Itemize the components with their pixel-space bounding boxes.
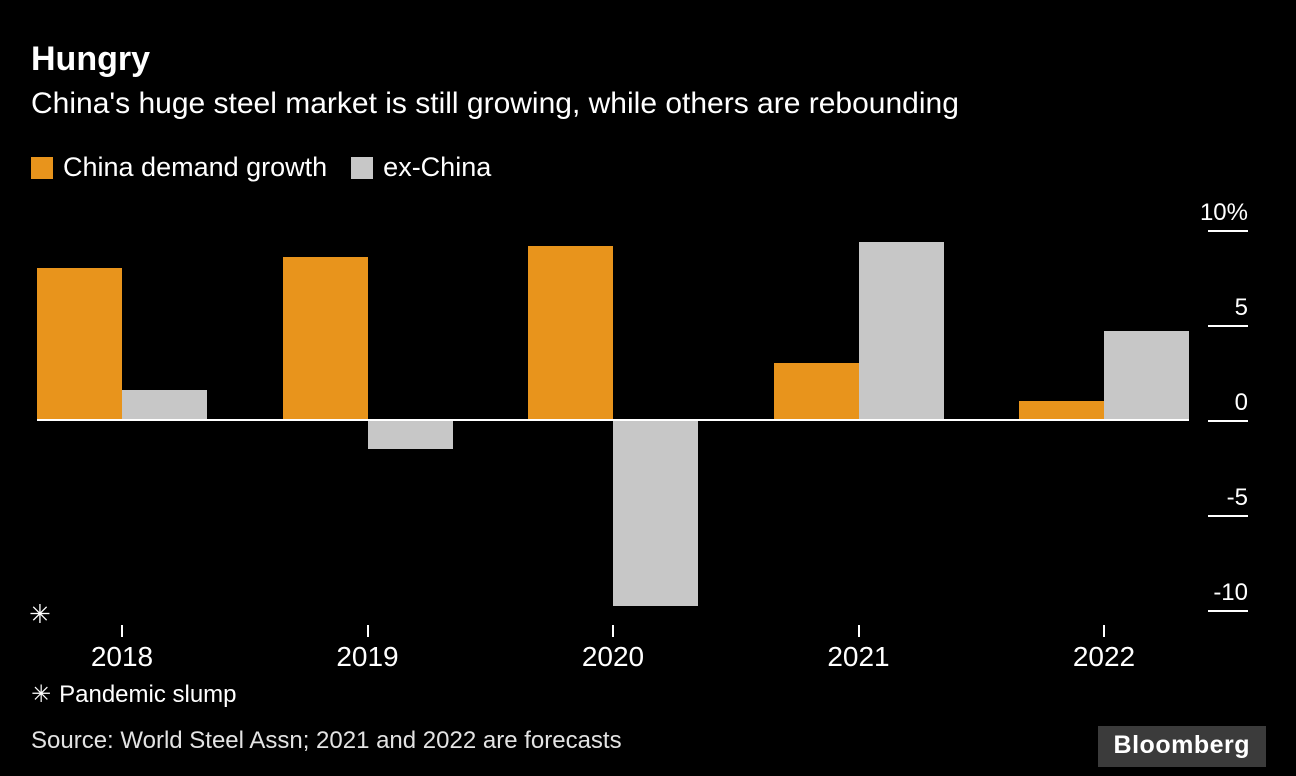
x-tick-mark [366, 625, 369, 637]
x-tick-mark [1103, 625, 1105, 637]
y-tick-line [1208, 230, 1248, 233]
x-tick-mark [857, 625, 860, 637]
bar-ex-china-2020 [613, 420, 698, 607]
plot-area [37, 200, 1189, 625]
x-tick-label: 2018 [90, 641, 154, 672]
y-tick-label: 5 [1234, 294, 1248, 322]
chart-subtitle: China's huge steel market is still growi… [31, 87, 959, 120]
bar-ex-china-2021 [858, 241, 944, 421]
y-tick-label: -5 [1226, 483, 1248, 511]
x-tick-mark [612, 625, 614, 637]
legend: China demand growth ex-China [31, 152, 491, 183]
bar-group-2020 [528, 200, 698, 625]
x-tick-label: 2022 [1072, 641, 1136, 672]
x-tick-label: 2021 [827, 641, 890, 672]
x-axis-category-2021: 2021 [774, 625, 944, 673]
zero-axis-line [37, 419, 1189, 422]
legend-item: China demand growth [31, 152, 327, 183]
y-tick-line [1208, 609, 1248, 612]
bar-china-demand-growth-2018 [37, 268, 122, 421]
x-axis-category-2020: 2020 [528, 625, 698, 673]
footnote-asterisk-icon: ✳ [31, 680, 52, 708]
legend-label: ex-China [383, 152, 492, 182]
bar-china-demand-growth-2019 [282, 256, 368, 421]
x-axis: 2018 2019 2020 2021 2022 [37, 625, 1189, 673]
y-tick-line [1208, 420, 1248, 423]
bar-china-demand-growth-2020 [528, 245, 613, 421]
footnote: ✳ Pandemic slump [31, 680, 237, 709]
pandemic-slump-marker: ✳ [29, 600, 51, 630]
bar-china-demand-growth-2022 [1019, 401, 1104, 421]
legend-swatch-icon [351, 156, 374, 179]
source-line: Source: World Steel Assn; 2021 and 2022 … [31, 727, 622, 754]
bar-ex-china-2022 [1104, 330, 1189, 421]
legend-label: China demand growth [63, 152, 328, 182]
bar-ex-china-2018 [122, 389, 207, 421]
bar-group-2021 [773, 200, 944, 625]
y-tick-line [1208, 514, 1248, 517]
y-tick-label: 10% [1199, 199, 1248, 227]
x-tick-label: 2020 [581, 641, 645, 672]
bar-china-demand-growth-2021 [773, 363, 859, 421]
y-axis: 10% 5 0 -5 -10 [1196, 199, 1252, 625]
legend-item: ex-China [351, 152, 491, 183]
legend-swatch-icon [31, 156, 53, 179]
x-axis-category-2018: 2018 [37, 625, 207, 673]
x-axis-category-2019: 2019 [283, 625, 453, 673]
bar-ex-china-2019 [367, 420, 453, 449]
y-tick-label: -10 [1213, 578, 1248, 606]
bar-group-2018 [37, 200, 207, 625]
bar-series-container [37, 200, 1189, 625]
bloomberg-logo: Bloomberg [1097, 726, 1266, 767]
bar-group-2022 [1019, 200, 1189, 625]
y-tick-label: 0 [1234, 389, 1248, 417]
chart-title: Hungry [31, 40, 150, 78]
x-tick-label: 2019 [336, 641, 399, 672]
footnote-text: Pandemic slump [59, 681, 237, 708]
x-tick-mark [121, 625, 123, 637]
x-axis-category-2022: 2022 [1019, 625, 1189, 673]
bar-group-2019 [282, 200, 453, 625]
y-tick-line [1208, 325, 1248, 328]
